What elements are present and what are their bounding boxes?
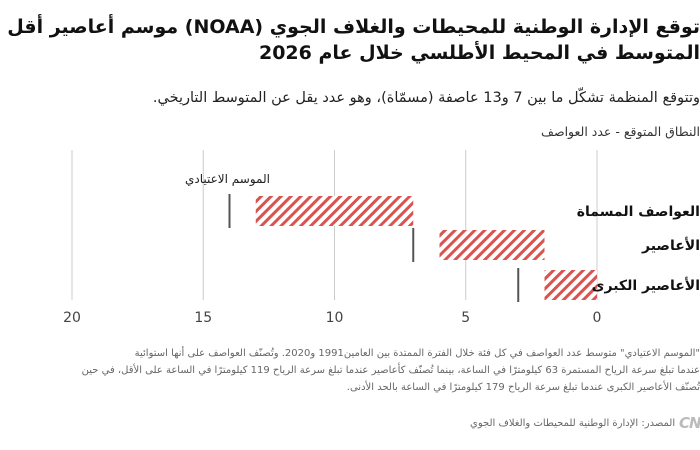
legend-label: النطاق المتوقع - عدد العواصف: [541, 124, 700, 139]
footnote-line-1: "الموسم الاعتيادي" متوسط عدد العواصف في …: [134, 348, 700, 359]
chart-title-line-1: توقع الإدارة الوطنية للمحيطات والغلاف ال…: [0, 16, 700, 38]
range-chart: العواصف المسماة الأعاصير الأعاصير الكبرى 2…: [63, 150, 700, 326]
category-label: الأعاصير الكبرى: [592, 277, 700, 294]
category-label: العواصف المسماة: [577, 204, 700, 220]
source-note: المصدر: الإدارة الوطنية للمحيطات والغلاف…: [470, 418, 676, 429]
range-bar: [439, 230, 545, 260]
chart-title: توقع الإدارة الوطنية للمحيطات والغلاف ال…: [0, 14, 700, 66]
typical-season-markers: [228, 194, 520, 302]
footnote-line-3: تُصنّف الأعاصير الكبرى عندما تبلغ سرعة ا…: [346, 382, 700, 393]
range-bars: [255, 196, 597, 300]
cnn-logo: CNN: [679, 414, 700, 432]
x-tick-label: 15: [194, 310, 212, 326]
x-tick-label: 20: [63, 310, 81, 326]
category-label: الأعاصير: [641, 237, 700, 254]
x-tick-label: 0: [593, 310, 602, 326]
typical-season-label: الموسم الاعتيادي: [185, 172, 270, 187]
category-labels: العواصف المسماة الأعاصير الأعاصير الكبرى: [577, 204, 700, 294]
range-bar: [255, 196, 414, 226]
footnotes: "الموسم الاعتيادي" متوسط عدد العواصف في …: [82, 345, 700, 396]
x-tick-label: 5: [461, 310, 470, 326]
x-axis-ticks: 20 15 10 5 0: [63, 310, 601, 326]
chart-subtitle: وتتوقع المنظمة تشكّل ما بين 7 و13 عاصفة …: [152, 90, 700, 106]
range-bar: [544, 270, 597, 300]
x-tick-label: 10: [326, 310, 344, 326]
chart-title-line-2: المتوسط في المحيط الأطلسي خلال عام 2026: [258, 42, 700, 64]
footnote-line-2: عندما تبلغ سرعة الرياح المستمرة 63 كيلوم…: [81, 365, 700, 376]
